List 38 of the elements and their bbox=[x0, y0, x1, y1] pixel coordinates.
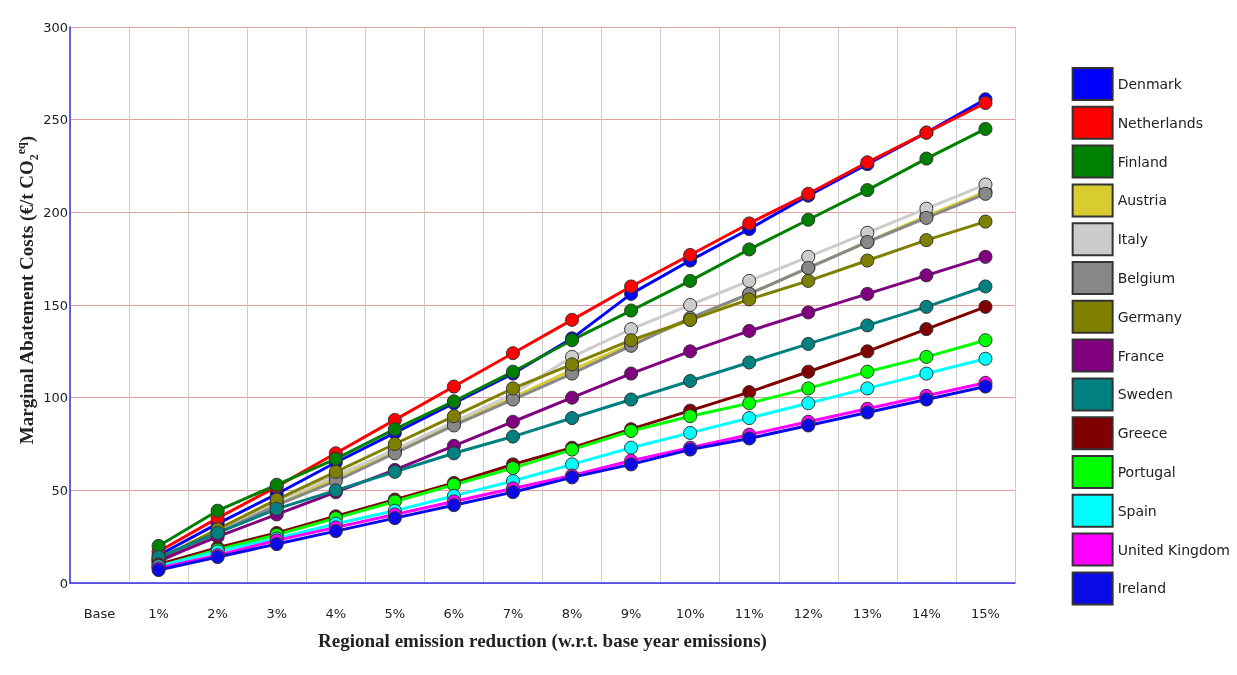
x-tick-label: 5% bbox=[384, 606, 406, 621]
x-tick-label: 7% bbox=[502, 606, 524, 621]
legend-label: Greece bbox=[1117, 425, 1168, 442]
legend-label: Denmark bbox=[1117, 76, 1183, 92]
x-tick-label: 15% bbox=[971, 606, 1000, 621]
x-tick-label: 12% bbox=[793, 606, 823, 621]
x-tick-label: 2% bbox=[207, 606, 228, 621]
legend-label: Belgium bbox=[1117, 270, 1176, 286]
y-tick-label: 50 bbox=[51, 482, 68, 498]
x-axis-title: Regional emission reduction (w.r.t. base year emissions) bbox=[318, 630, 767, 652]
x-tick-label: 4% bbox=[325, 606, 347, 621]
x-tick-label: 10% bbox=[675, 606, 705, 621]
legend-label: United Kingdom bbox=[1117, 541, 1231, 558]
x-tick-label: 9% bbox=[620, 606, 642, 621]
legend-label: France bbox=[1117, 347, 1165, 364]
y-tick-label: 100 bbox=[43, 390, 68, 406]
y-tick-label: 150 bbox=[43, 297, 68, 313]
x-tick-label: 8% bbox=[561, 606, 583, 621]
legend-label: Sweden bbox=[1117, 386, 1173, 403]
legend-label: Italy bbox=[1117, 231, 1149, 248]
legend-label: Portugal bbox=[1117, 464, 1176, 480]
legend-label: Spain bbox=[1117, 502, 1157, 519]
x-tick-label: 3% bbox=[266, 606, 288, 621]
x-tick-label: 6% bbox=[443, 606, 465, 621]
legend-label: Finland bbox=[1117, 153, 1168, 170]
legend-label: Austria bbox=[1117, 192, 1168, 209]
legend-label: Netherlands bbox=[1117, 114, 1203, 131]
y-tick-label: 0 bbox=[59, 575, 68, 591]
x-tick-label: 13% bbox=[852, 606, 882, 621]
y-tick-label: 300 bbox=[43, 19, 68, 35]
legend-label: Ireland bbox=[1117, 580, 1167, 597]
x-tick-label: 11% bbox=[734, 606, 764, 621]
legend-label: Germany bbox=[1117, 308, 1182, 325]
y-tick-label: 250 bbox=[43, 112, 68, 128]
x-tick-label: 1% bbox=[148, 606, 169, 621]
x-tick-label: 14% bbox=[911, 606, 941, 621]
y-tick-label: 200 bbox=[43, 204, 68, 220]
x-tick-label: Base bbox=[83, 606, 116, 621]
